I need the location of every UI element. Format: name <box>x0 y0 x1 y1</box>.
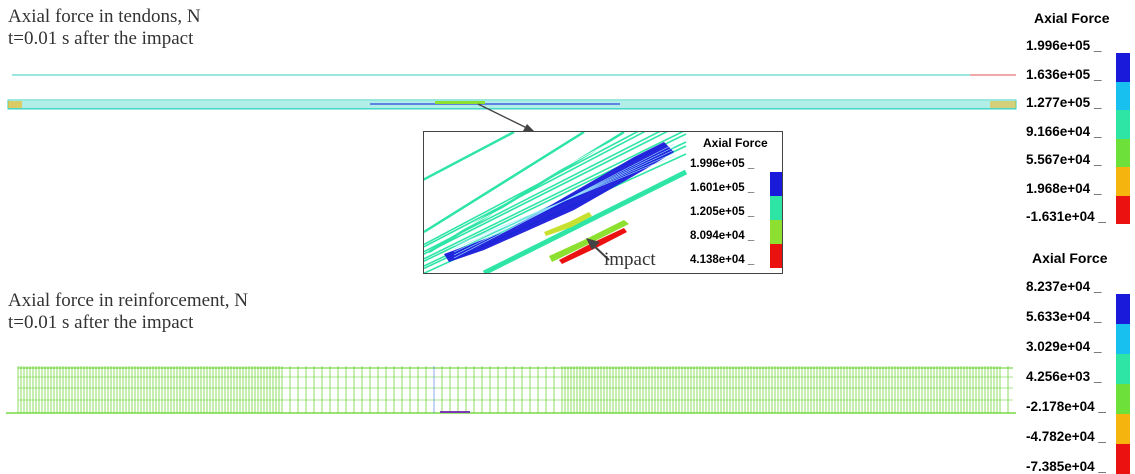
tendon-impact-zone <box>435 101 485 104</box>
reinforcement-title-line2: t=0.01 s after the impact <box>8 312 194 333</box>
legend-color-swatch <box>1116 167 1130 196</box>
zoom-leader-arrow <box>477 103 534 132</box>
legend-color-swatch <box>1116 414 1130 444</box>
reinforcement-title-line1: Axial force in reinforcement, N <box>8 290 249 311</box>
tendon-title-line2: t=0.01 s after the impact <box>8 28 194 49</box>
legend-tick-label: 9.166e+04 _ <box>1026 123 1102 139</box>
legend-heading: Axial Force <box>703 136 768 150</box>
legend-tick-label: 4.138e+04 _ <box>690 254 755 266</box>
legend-tick-label: 1.601e+05 _ <box>690 182 755 194</box>
tendon-title-line1: Axial force in tendons, N <box>8 6 201 27</box>
legend-heading: Axial Force <box>1034 10 1110 26</box>
legend-color-swatch <box>770 172 782 196</box>
legend-tick-label: 1.205e+05 _ <box>690 206 755 218</box>
legend-color-swatch <box>1116 138 1130 167</box>
legend-tick-label: 1.996e+05 _ <box>1026 38 1102 53</box>
inset-tendon-strand <box>424 132 639 246</box>
legend-tick-label: 8.237e+04 _ <box>1026 279 1102 294</box>
legend-color-swatch <box>1116 354 1130 384</box>
inset-tendon-strand <box>424 132 646 248</box>
legend-heading: Axial Force <box>1032 250 1108 266</box>
legend-tick-label: 1.636e+05 _ <box>1026 66 1102 82</box>
inset-tendon-strand <box>424 132 675 257</box>
impact-label: impact <box>604 249 656 270</box>
legend-tick-label: -2.178e+04 _ <box>1026 399 1106 414</box>
inset-tendon-single <box>424 132 585 234</box>
legend-color-swatch <box>770 220 782 244</box>
legend-tick-label: 4.256e+03 _ <box>1026 369 1102 384</box>
inset-tendon-strand <box>424 132 668 255</box>
legend-color-swatch <box>770 244 782 268</box>
zoom-inset: impact Axial Force 1.996e+05 _ 1.601e+05 _… <box>423 131 783 274</box>
legend-color-swatch <box>1116 444 1130 474</box>
inset-high-force-band <box>444 142 674 262</box>
inset-tendon-strand <box>424 132 631 243</box>
tendon-figure-title: Axial force in tendons, N t=0.01 s after… <box>8 6 201 50</box>
legend-color-swatch <box>1116 384 1130 414</box>
legend-color-swatch <box>1116 110 1130 139</box>
zoom-leader-arrowhead <box>523 124 535 132</box>
tendon-right-anchor <box>990 101 1016 108</box>
inset-tendon-strand <box>424 132 652 250</box>
legend-tick-label: -1.631e+04 _ <box>1026 209 1106 224</box>
legend-tick-label: -4.782e+04 _ <box>1026 429 1106 444</box>
legend-tick-label: 3.029e+04 _ <box>1026 339 1102 354</box>
legend-color-swatch <box>1116 53 1130 82</box>
legend-tick-label: 5.633e+04 _ <box>1026 309 1102 324</box>
inset-tendon-single <box>424 132 515 181</box>
legend-color-swatch <box>1116 81 1130 110</box>
tendon-left-anchor <box>8 101 22 108</box>
reinforcement-figure-title: Axial force in reinforcement, N t=0.01 s… <box>8 290 248 334</box>
inset-tendon-strand <box>424 132 684 260</box>
inset-impact-tendon <box>482 169 688 273</box>
legend-color-swatch <box>770 196 782 220</box>
inset-tendon-strand <box>424 132 661 253</box>
legend-tick-label: 1.996e+05 _ <box>690 158 755 170</box>
legend-color-swatch <box>1116 294 1130 324</box>
legend-color-swatch <box>1116 195 1130 224</box>
legend-tick-label: 1.277e+05 _ <box>1026 95 1102 110</box>
inset-tendon-detail <box>424 132 688 273</box>
legend-tick-label: -7.385e+04 _ <box>1026 459 1106 474</box>
reinforcement-mesh <box>6 366 1016 414</box>
legend-color-swatch <box>1116 324 1130 354</box>
inset-impact-yellow <box>544 212 592 236</box>
tendon-lines <box>7 74 1017 110</box>
legend-tick-label: 8.094e+04 _ <box>690 230 755 242</box>
legend-tick-label: 5.567e+04 _ <box>1026 152 1102 167</box>
legend-tick-label: 1.968e+04 _ <box>1026 180 1102 196</box>
impact-arrowhead <box>586 238 600 250</box>
inset-strand-over-band <box>453 155 675 247</box>
